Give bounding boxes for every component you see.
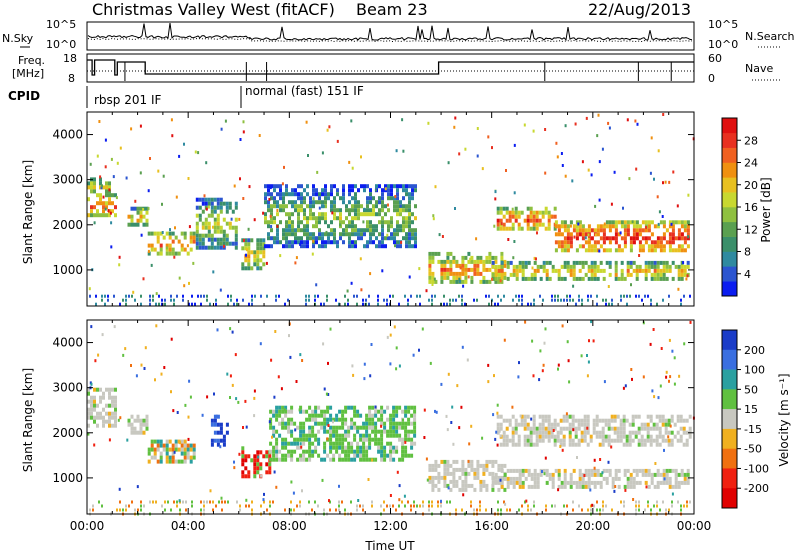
colorbar-tick-6: 28 [744,134,758,147]
colorbar-swatch [722,369,737,390]
colorbar-tick-5: -50 [744,443,762,456]
xtick-label-5: 20:00 [576,519,611,533]
velocity-heatmap [87,320,695,516]
colorbar-swatch [722,409,737,430]
nsearch-trace [87,37,693,43]
cpid-row: CPID rbsp 201 IF normal (fast) 151 IF [8,84,364,108]
colorbar-swatch [722,349,737,370]
nave-tick-top: 60 [708,52,722,65]
xtick-label-2: 08:00 [272,519,307,533]
freq-traces [87,59,694,81]
ytick-label-1000: 1000 [52,263,83,277]
ytick-label-2000: 2000 [52,218,83,232]
colorbar-swatch [722,132,737,148]
ytick-label-4000: 4000 [52,128,83,142]
ytick-label-2000: 2000 [52,426,83,440]
ytick-label-3000: 3000 [52,173,83,187]
freq-unit-label: [MHz] [12,67,44,80]
velocity-yticks: 1000 2000 3000 4000 [52,336,694,485]
freq-tick-top: 18 [63,52,77,65]
noise-tick-bottom-right: 10^0 [708,38,738,51]
power-colorbar-ticks: 4 8 12 16 20 24 28 [737,134,758,281]
freq-tick-bottom: 8 [68,72,75,85]
ytick-label-3000: 3000 [52,381,83,395]
xtick-label-0: 00:00 [70,519,105,533]
colorbar-swatch [722,162,737,178]
colorbar-swatch [722,266,737,282]
noise-panel: N.Sky 10^5 10^0 10^5 10^0 N.Search [2,18,795,51]
colorbar-swatch [722,221,737,237]
nave-tick-bottom: 0 [708,72,715,85]
colorbar-swatch [722,177,737,193]
velocity-colorbar-ticks: 200 100 50 15 -15 -50 -100 -200 [737,344,769,495]
power-colorbar: 4 8 12 16 20 24 28 Power [dB] [721,117,773,297]
power-xticks [86,112,695,306]
noise-traces [87,23,693,43]
cpid-label: CPID [8,89,40,103]
colorbar-tick-5: 24 [744,157,758,170]
ytick-label-4000: 4000 [52,336,83,350]
xtick-label-3: 12:00 [373,519,408,533]
ytick-label-1000: 1000 [52,471,83,485]
cpid-segment-normal: normal (fast) 151 IF [245,84,364,98]
station-title: Christmas Valley West (fitACF) [92,0,335,19]
power-colorbar-label: Power [dB] [759,177,773,242]
colorbar-tick-2: 50 [744,383,758,396]
colorbar-swatch [722,468,737,489]
colorbar-tick-3: 15 [744,403,758,416]
power-yticks: 1000 2000 3000 4000 [52,128,694,277]
colorbar-swatch [722,192,737,208]
freq-label: Freq. [18,54,45,67]
colorbar-tick-4: -15 [744,423,762,436]
beam-title: Beam 23 [356,0,428,19]
colorbar-swatch [722,207,737,223]
colorbar-tick-1: 100 [744,364,765,377]
colorbar-tick-0: 200 [744,344,765,357]
nave-label: Nave [745,62,773,75]
nsearch-label: N.Search [745,30,795,43]
colorbar-swatch [722,118,737,134]
colorbar-swatch [722,147,737,163]
colorbar-swatch [722,330,737,351]
noise-tick-top-left: 10^5 [46,18,76,31]
colorbar-swatch [722,448,737,469]
colorbar-swatch [722,281,737,297]
colorbar-swatch [722,428,737,449]
colorbar-swatch [722,236,737,252]
velocity-ylabel: Slant Range [km] [21,368,35,472]
colorbar-tick-0: 4 [744,268,751,281]
velocity-xticks: 00:00 04:00 08:00 12:00 16:00 20:00 00:00 [70,320,712,533]
xtick-label-4: 16:00 [474,519,509,533]
power-heatmap [87,113,695,306]
power-ylabel: Slant Range [km] [21,160,35,264]
colorbar-swatch [722,389,737,410]
colorbar-tick-2: 12 [744,223,758,236]
time-xlabel: Time UT [364,539,415,553]
power-panel: Slant Range [km] 1000 2000 3000 4000 [21,111,695,307]
power-colorbar-swatches [722,118,737,297]
colorbar-tick-6: -100 [744,462,769,475]
colorbar-swatch [722,251,737,267]
colorbar-tick-3: 16 [744,201,758,214]
noise-tick-top-right: 10^5 [708,18,738,31]
cpid-segment-rbsp: rbsp 201 IF [94,93,161,107]
freq-trace [87,59,694,76]
xtick-label-1: 04:00 [171,519,206,533]
freq-panel: Freq. [MHz] 18 8 60 0 Nave [12,52,780,85]
xtick-label-6: 00:00 [677,519,712,533]
velocity-colorbar-swatches [722,330,737,509]
colorbar-tick-7: -200 [744,482,769,495]
colorbar-tick-4: 20 [744,179,758,192]
noise-tick-bottom-left: 10^0 [46,38,76,51]
date-title: 22/Aug/2013 [588,0,691,19]
colorbar-tick-1: 8 [744,246,751,259]
nsky-label: N.Sky [2,32,34,45]
colorbar-swatch [722,488,737,509]
velocity-colorbar-label: Velocity [m s⁻¹] [777,373,791,466]
nsky-trace [87,23,693,41]
velocity-colorbar: 200 100 50 15 -15 -50 -100 -200 Velocity [m s⁻¹… [721,329,791,509]
